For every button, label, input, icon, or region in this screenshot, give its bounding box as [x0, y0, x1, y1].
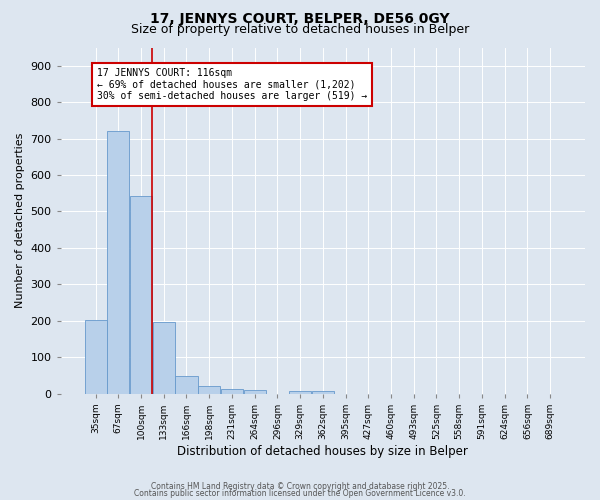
Bar — [312, 391, 334, 394]
Bar — [289, 391, 311, 394]
Bar — [198, 386, 220, 394]
Text: Contains public sector information licensed under the Open Government Licence v3: Contains public sector information licen… — [134, 489, 466, 498]
Bar — [221, 389, 243, 394]
Y-axis label: Number of detached properties: Number of detached properties — [15, 133, 25, 308]
X-axis label: Distribution of detached houses by size in Belper: Distribution of detached houses by size … — [178, 444, 468, 458]
Text: Contains HM Land Registry data © Crown copyright and database right 2025.: Contains HM Land Registry data © Crown c… — [151, 482, 449, 491]
Bar — [107, 130, 130, 394]
Bar — [244, 390, 266, 394]
Text: Size of property relative to detached houses in Belper: Size of property relative to detached ho… — [131, 22, 469, 36]
Bar — [130, 196, 152, 394]
Bar — [153, 322, 175, 394]
Bar — [85, 320, 107, 394]
Text: 17, JENNYS COURT, BELPER, DE56 0GY: 17, JENNYS COURT, BELPER, DE56 0GY — [150, 12, 450, 26]
Bar — [175, 376, 197, 394]
Text: 17 JENNYS COURT: 116sqm
← 69% of detached houses are smaller (1,202)
30% of semi: 17 JENNYS COURT: 116sqm ← 69% of detache… — [97, 68, 367, 100]
